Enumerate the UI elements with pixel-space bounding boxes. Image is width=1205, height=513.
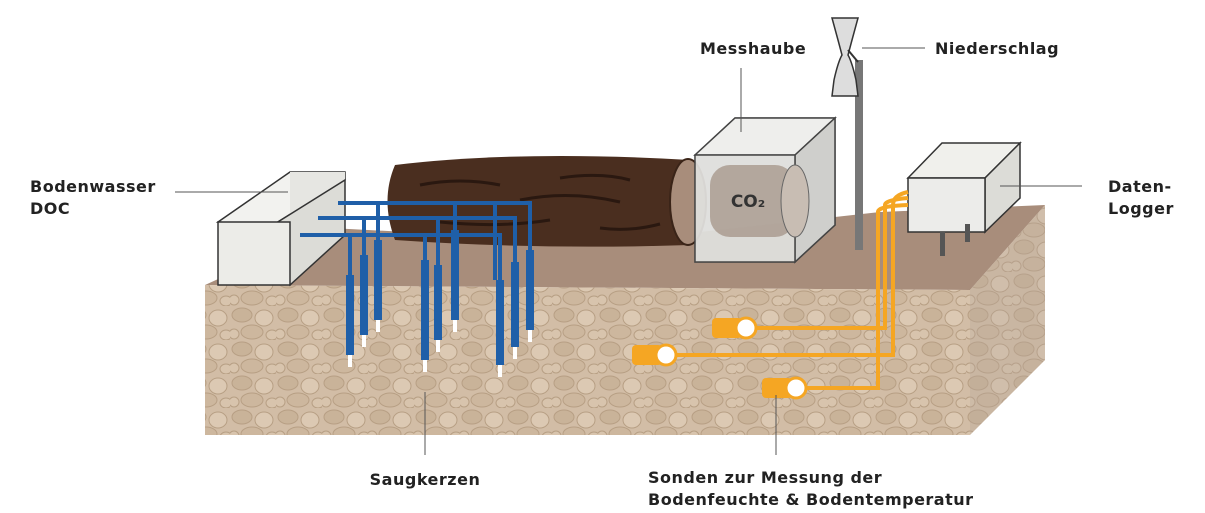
soil-front — [205, 285, 970, 435]
label: Daten- — [1108, 177, 1172, 196]
label: Sonden zur Messung der — [648, 468, 882, 487]
box-front — [218, 222, 290, 285]
co2-label: CO₂ — [731, 192, 765, 212]
chamber-end — [781, 165, 809, 237]
label: Saugkerzen — [370, 470, 481, 489]
label: DOC — [30, 199, 70, 218]
label: Bodenfeuchte & Bodentemperatur — [648, 490, 974, 509]
logger-leg — [940, 232, 945, 256]
label: Niederschlag — [935, 39, 1059, 58]
logger-front — [908, 178, 985, 232]
label: Bodenwasser — [30, 177, 156, 196]
logger-leg — [965, 224, 970, 242]
label: Logger — [1108, 199, 1174, 218]
diagram: CO₂ Bodenwasser DOC Messhaube Niederschl… — [0, 0, 1205, 513]
label: Messhaube — [700, 39, 806, 58]
